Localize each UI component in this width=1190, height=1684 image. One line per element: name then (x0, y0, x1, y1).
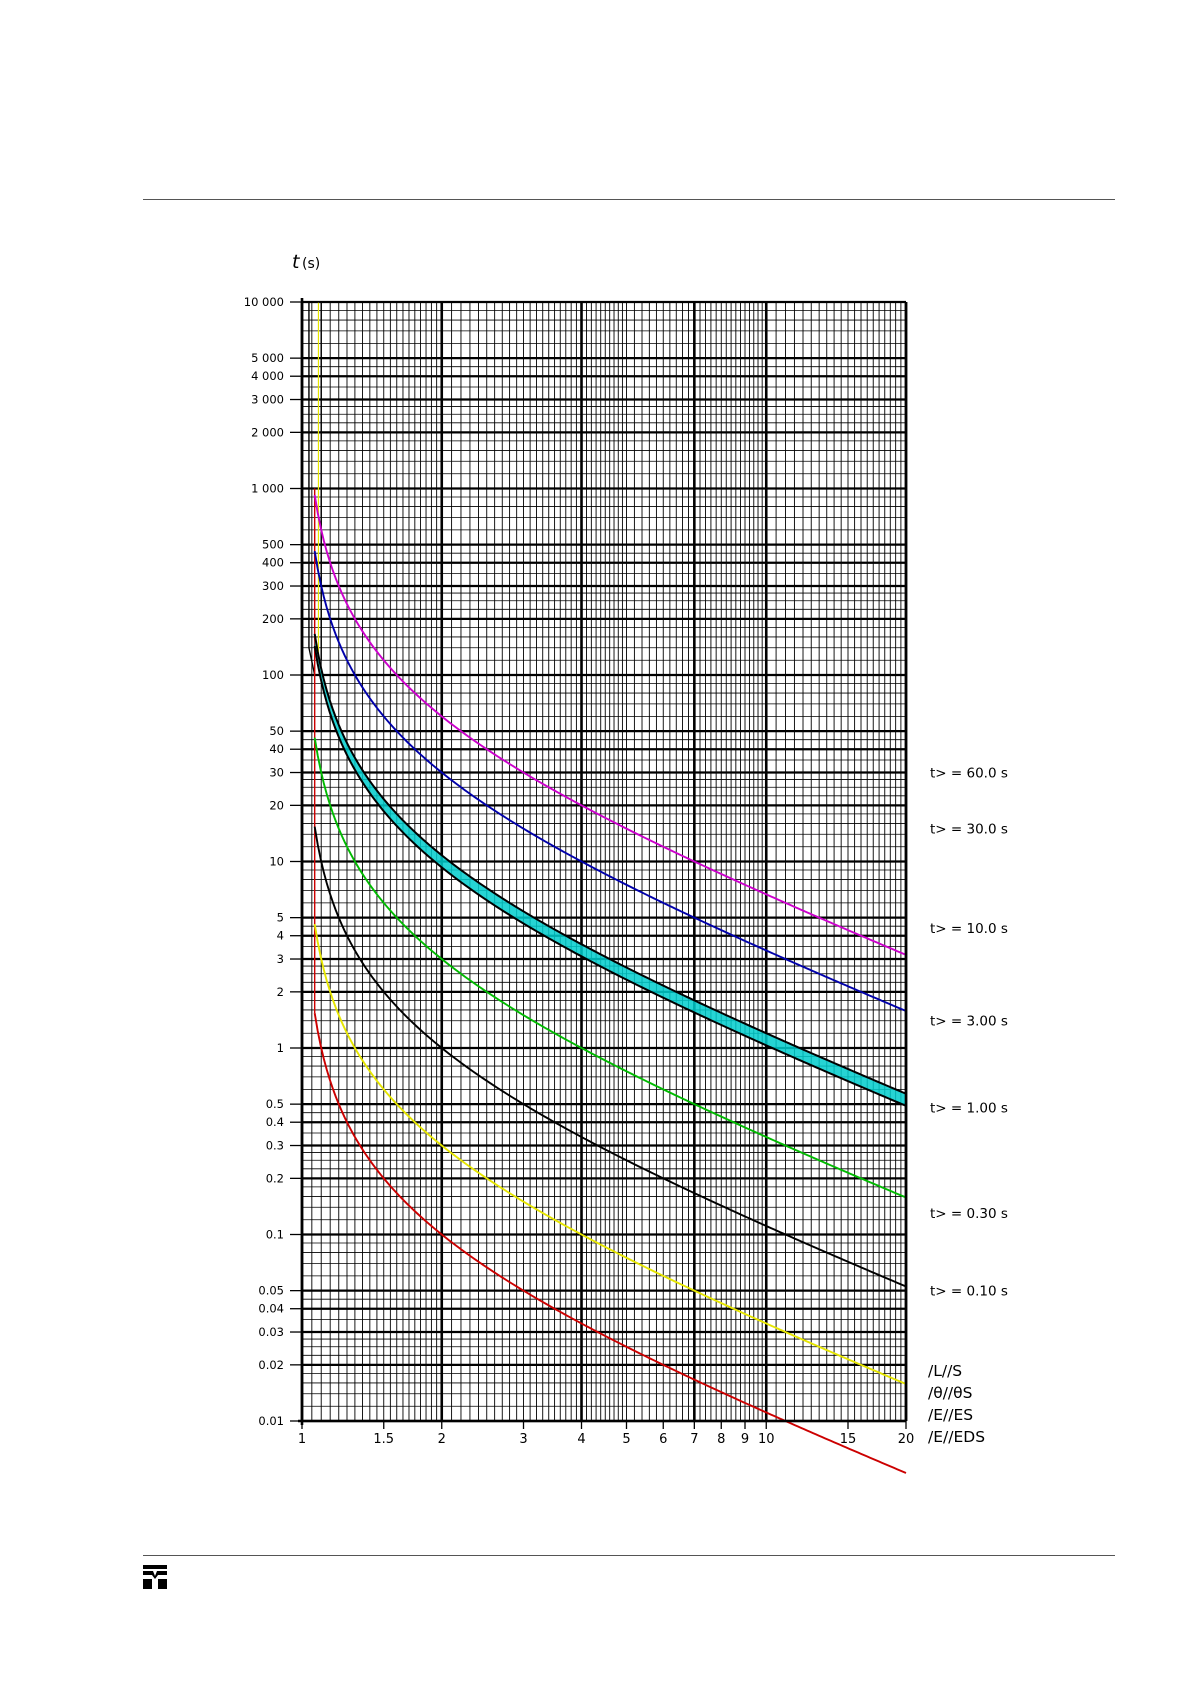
y-tick-label: 300 (262, 579, 284, 593)
y-tick-label: 5 000 (251, 351, 284, 365)
x-axis-label-line: /E//EDS (928, 1428, 985, 1446)
y-tick-label: 0.05 (258, 1284, 284, 1298)
y-tick-label: 4 000 (251, 369, 284, 383)
x-tick-label: 5 (622, 1432, 630, 1447)
y-tick-label: 3 000 (251, 393, 284, 407)
y-tick-label: 30 (269, 766, 284, 780)
tolerance-band-lower-line (313, 645, 907, 1107)
major-gridlines (300, 300, 908, 1423)
curve-line (313, 1012, 907, 1474)
y-tick-label: 1 (277, 1041, 284, 1055)
x-tick-label: 7 (690, 1432, 698, 1447)
x-tick-label: 1.5 (373, 1432, 394, 1447)
x-tick-label: 4 (577, 1432, 585, 1447)
y-tick-label: 0.4 (266, 1115, 284, 1129)
setting-label: t> = 0.30 s (930, 1206, 1008, 1222)
x-tick-label: 2 (438, 1432, 446, 1447)
y-tick-label: 2 000 (251, 425, 284, 439)
y-tick-label: 100 (262, 668, 284, 682)
x-tick-label: 6 (659, 1432, 667, 1447)
y-tick-label: 0.02 (258, 1358, 284, 1372)
x-tick-labels: 1 1.5 2 3 4 5 6 7 8 9 10 15 20 (298, 1421, 914, 1447)
y-tick-label: 40 (269, 742, 284, 756)
setting-label: t> = 30.0 s (930, 822, 1008, 838)
x-axis-label-line: /L//S (928, 1362, 962, 1380)
x-axis-labels: /L//S/θ//θS/E//ES/E//EDS (928, 1362, 985, 1446)
y-tick-label: 10 000 (244, 295, 284, 309)
y-tick-label: 10 (269, 855, 284, 869)
y-tick-label: 50 (269, 724, 284, 738)
y-tick-label: 0.01 (258, 1414, 284, 1428)
setting-labels: t> = 60.0 s t> = 30.0 s t> = 10.0 s t> = 3.… (930, 766, 1008, 1300)
x-tick-label: 3 (519, 1432, 527, 1447)
x-tick-label: 15 (840, 1432, 857, 1447)
y-tick-label: 3 (277, 952, 284, 966)
y-tick-label: 4 (277, 929, 284, 943)
y-tick-label: 0.04 (258, 1302, 284, 1316)
tolerance-band-upper-line (313, 633, 907, 1095)
x-axis-label-line: /θ//θS (928, 1384, 972, 1402)
curve-line (313, 826, 907, 1288)
curve-line (313, 923, 907, 1385)
x-tick-label: 1 (298, 1432, 306, 1447)
y-tick-label: 0.03 (258, 1325, 284, 1339)
setting-label: t> = 10.0 s (930, 921, 1008, 937)
y-tick-label: 0.3 (266, 1139, 284, 1153)
y-tick-label: 400 (262, 556, 284, 570)
y-axis-label-unit: (s) (302, 256, 320, 272)
curve-line (313, 550, 907, 1012)
x-tick-label: 9 (741, 1432, 749, 1447)
x-tick-label: 8 (717, 1432, 725, 1447)
y-axis-label-variable: t (292, 251, 301, 273)
y-tick-label: 20 (269, 798, 284, 812)
footer-rule (143, 1555, 1115, 1556)
characteristic-curves (308, 302, 907, 1474)
threshold-line-bend (308, 647, 316, 676)
company-logo-icon (143, 1565, 167, 1589)
y-tick-label: 2 (277, 985, 284, 999)
setting-label: t> = 0.10 s (930, 1284, 1008, 1300)
x-axis-label-line: /E//ES (928, 1406, 973, 1424)
y-tick-label: 0.2 (266, 1171, 284, 1185)
curve-line (313, 494, 907, 956)
setting-label: t> = 1.00 s (930, 1100, 1008, 1116)
y-tick-label: 0.5 (266, 1097, 284, 1111)
y-tick-label: 500 (262, 538, 284, 552)
curve-line (313, 737, 907, 1199)
x-tick-label: 20 (898, 1432, 915, 1447)
x-tick-label: 10 (758, 1432, 775, 1447)
setting-label: t> = 3.00 s (930, 1014, 1008, 1030)
y-tick-label: 1 000 (251, 482, 284, 496)
header-rule (143, 199, 1115, 200)
y-tick-label: 5 (277, 911, 284, 925)
setting-label: t> = 60.0 s (930, 766, 1008, 782)
y-tick-label: 200 (262, 612, 284, 626)
y-tick-label: 0.1 (266, 1228, 284, 1242)
